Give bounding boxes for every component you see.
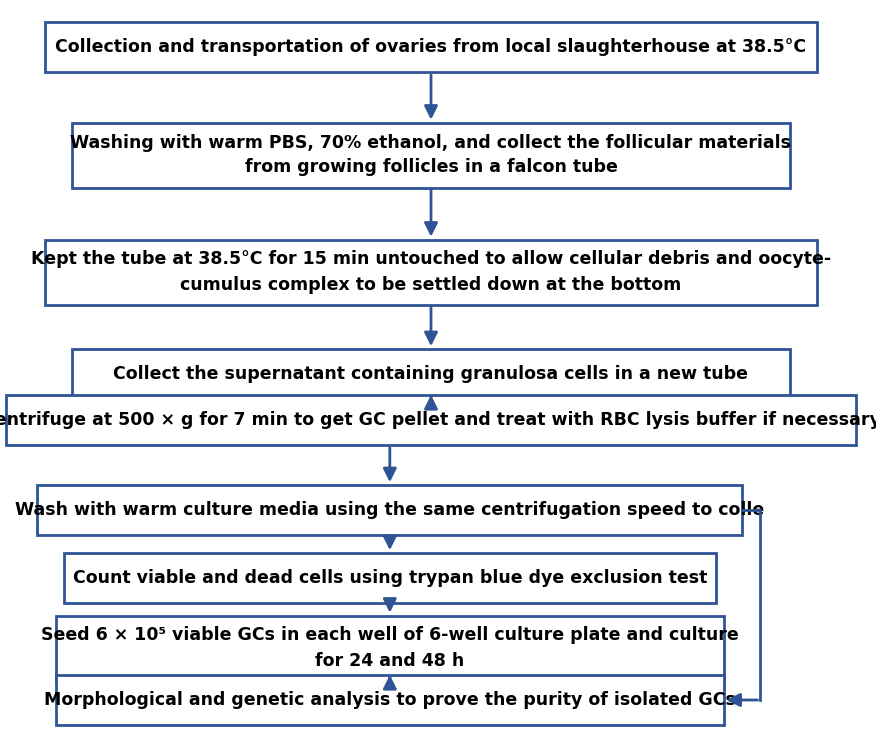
Text: Kept the tube at 38.5°C for 15 min untouched to allow cellular debris and oocyte: Kept the tube at 38.5°C for 15 min untou… <box>31 250 831 293</box>
Bar <box>72 123 790 188</box>
Text: Collection and transportation of ovaries from local slaughterhouse at 38.5°C: Collection and transportation of ovaries… <box>55 38 807 56</box>
Text: Wash with warm culture media using the same centrifugation speed to colle: Wash with warm culture media using the s… <box>15 501 765 519</box>
Text: Centrifuge at 500 × g for 7 min to get GC pellet and treat with RBC lysis buffer: Centrifuge at 500 × g for 7 min to get G… <box>0 411 876 429</box>
Bar <box>72 349 790 399</box>
Text: Washing with warm PBS, 70% ethanol, and collect the follicular materials
from gr: Washing with warm PBS, 70% ethanol, and … <box>70 134 792 177</box>
Bar <box>37 485 743 535</box>
Text: Seed 6 × 10⁵ viable GCs in each well of 6-well culture plate and culture
for 24 : Seed 6 × 10⁵ viable GCs in each well of … <box>41 626 738 669</box>
Text: Morphological and genetic analysis to prove the purity of isolated GCs: Morphological and genetic analysis to pr… <box>44 691 736 709</box>
Bar <box>45 239 817 304</box>
Bar <box>6 395 856 445</box>
Text: Count viable and dead cells using trypan blue dye exclusion test: Count viable and dead cells using trypan… <box>73 569 707 587</box>
Bar <box>63 553 717 603</box>
Bar <box>56 675 724 725</box>
Bar <box>45 22 817 72</box>
Bar <box>56 615 724 680</box>
Text: Collect the supernatant containing granulosa cells in a new tube: Collect the supernatant containing granu… <box>114 365 748 383</box>
